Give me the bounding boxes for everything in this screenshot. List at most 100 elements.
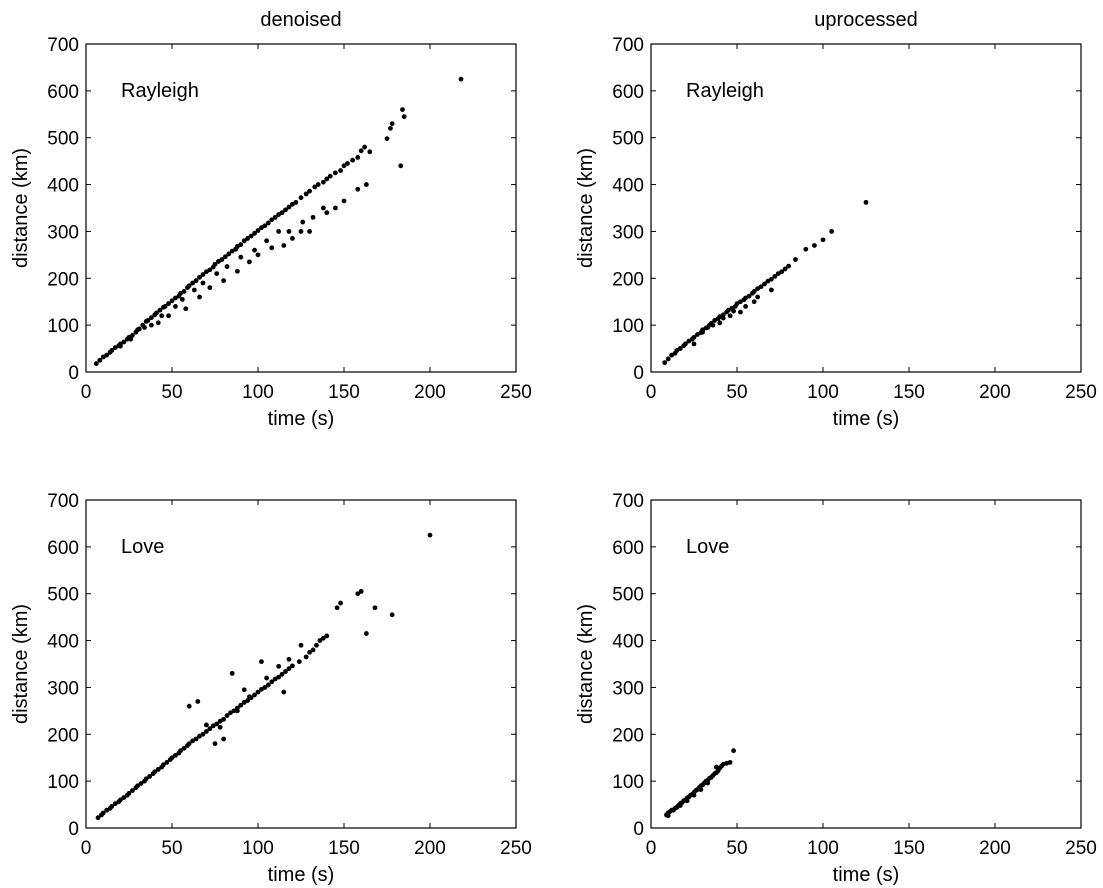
y-tick-label: 700 xyxy=(612,491,644,512)
data-point xyxy=(178,748,184,754)
x-tick-label: 50 xyxy=(726,838,747,859)
x-tick-label: 0 xyxy=(646,838,657,859)
data-point xyxy=(255,252,261,258)
data-point xyxy=(247,694,252,700)
plot-frame xyxy=(85,499,517,829)
data-point xyxy=(190,280,196,286)
data-point xyxy=(298,642,304,648)
data-point xyxy=(317,638,323,643)
data-point xyxy=(200,272,206,277)
data-point xyxy=(769,287,774,293)
data-point xyxy=(312,184,318,190)
data-point xyxy=(265,682,271,688)
data-point xyxy=(95,815,101,821)
column-title-uprocessed: uprocessed xyxy=(814,9,917,31)
data-point xyxy=(333,170,338,176)
data-point xyxy=(272,214,278,220)
data-point xyxy=(262,223,268,229)
data-point xyxy=(166,301,171,306)
data-point xyxy=(758,284,764,290)
data-point xyxy=(200,280,206,286)
y-tick-label: 200 xyxy=(612,269,644,290)
y-tick-label: 400 xyxy=(47,176,79,197)
data-point xyxy=(662,360,668,366)
data-point xyxy=(710,322,716,328)
data-point xyxy=(310,214,316,220)
data-point xyxy=(290,236,295,241)
y-tick-label: 400 xyxy=(612,632,644,653)
data-point xyxy=(829,229,834,234)
data-point xyxy=(155,767,161,772)
y-tick-label: 600 xyxy=(612,82,644,103)
data-point xyxy=(350,157,355,163)
y-tick-label: 300 xyxy=(612,678,644,699)
x-tick-label: 250 xyxy=(500,838,532,859)
data-point xyxy=(128,336,134,342)
data-point xyxy=(345,161,350,166)
data-point xyxy=(265,220,271,226)
y-tick-label: 0 xyxy=(68,363,79,384)
data-point xyxy=(341,163,347,169)
data-point xyxy=(186,283,192,289)
data-point xyxy=(130,788,135,793)
scatter-panel-uprocessed-rayleigh: 0 50 100 150 200 250 0 100 200 300 400 500 600 700 tim… xyxy=(575,35,1097,430)
data-point xyxy=(229,670,235,676)
data-point xyxy=(145,318,151,323)
data-point xyxy=(121,339,127,345)
data-point xyxy=(269,679,275,685)
data-point xyxy=(334,605,340,611)
data-point xyxy=(286,666,292,672)
data-point xyxy=(400,107,405,112)
data-point xyxy=(303,654,309,660)
x-tick-label: 250 xyxy=(1065,382,1097,403)
data-point xyxy=(355,154,361,160)
data-point xyxy=(458,76,464,82)
data-point xyxy=(307,229,312,234)
data-point xyxy=(286,229,292,234)
data-point xyxy=(762,281,767,287)
data-point xyxy=(283,669,288,674)
data-point xyxy=(181,289,187,294)
data-point xyxy=(786,263,791,269)
data-point xyxy=(197,274,202,280)
data-point xyxy=(212,741,218,747)
data-point xyxy=(207,267,213,273)
data-point xyxy=(224,264,230,269)
data-point xyxy=(320,179,326,185)
data-point xyxy=(136,326,142,332)
data-point xyxy=(142,325,147,330)
data-point xyxy=(731,308,736,314)
data-point xyxy=(109,348,115,353)
data-point xyxy=(97,357,103,363)
data-point xyxy=(226,251,232,257)
data-point xyxy=(247,259,252,265)
data-point xyxy=(298,195,304,201)
data-point xyxy=(401,114,407,120)
data-point xyxy=(164,760,170,765)
y-tick-label: 300 xyxy=(47,678,79,699)
data-point xyxy=(231,708,237,714)
y-tick-label: 0 xyxy=(633,819,644,840)
data-point xyxy=(820,237,826,243)
data-point xyxy=(367,149,373,155)
data-point xyxy=(720,315,726,321)
y-axis-label: distance (km) xyxy=(10,148,32,268)
x-tick-label: 200 xyxy=(979,382,1011,403)
y-tick-label: 600 xyxy=(47,82,79,103)
data-point xyxy=(281,243,287,248)
data-point xyxy=(186,703,192,709)
y-axis-label: distance (km) xyxy=(575,148,597,268)
x-tick-label: 100 xyxy=(242,382,274,403)
data-point xyxy=(355,591,361,597)
data-point xyxy=(161,762,166,768)
x-tick-label: 200 xyxy=(979,838,1011,859)
y-tick-label: 300 xyxy=(47,222,79,243)
data-point xyxy=(147,774,153,779)
data-point xyxy=(803,246,809,252)
y-tick-label: 0 xyxy=(633,363,644,384)
data-point xyxy=(677,346,683,351)
data-point xyxy=(100,810,106,816)
x-tick-label: 150 xyxy=(893,382,925,403)
data-point xyxy=(221,736,227,742)
data-point xyxy=(362,144,368,150)
